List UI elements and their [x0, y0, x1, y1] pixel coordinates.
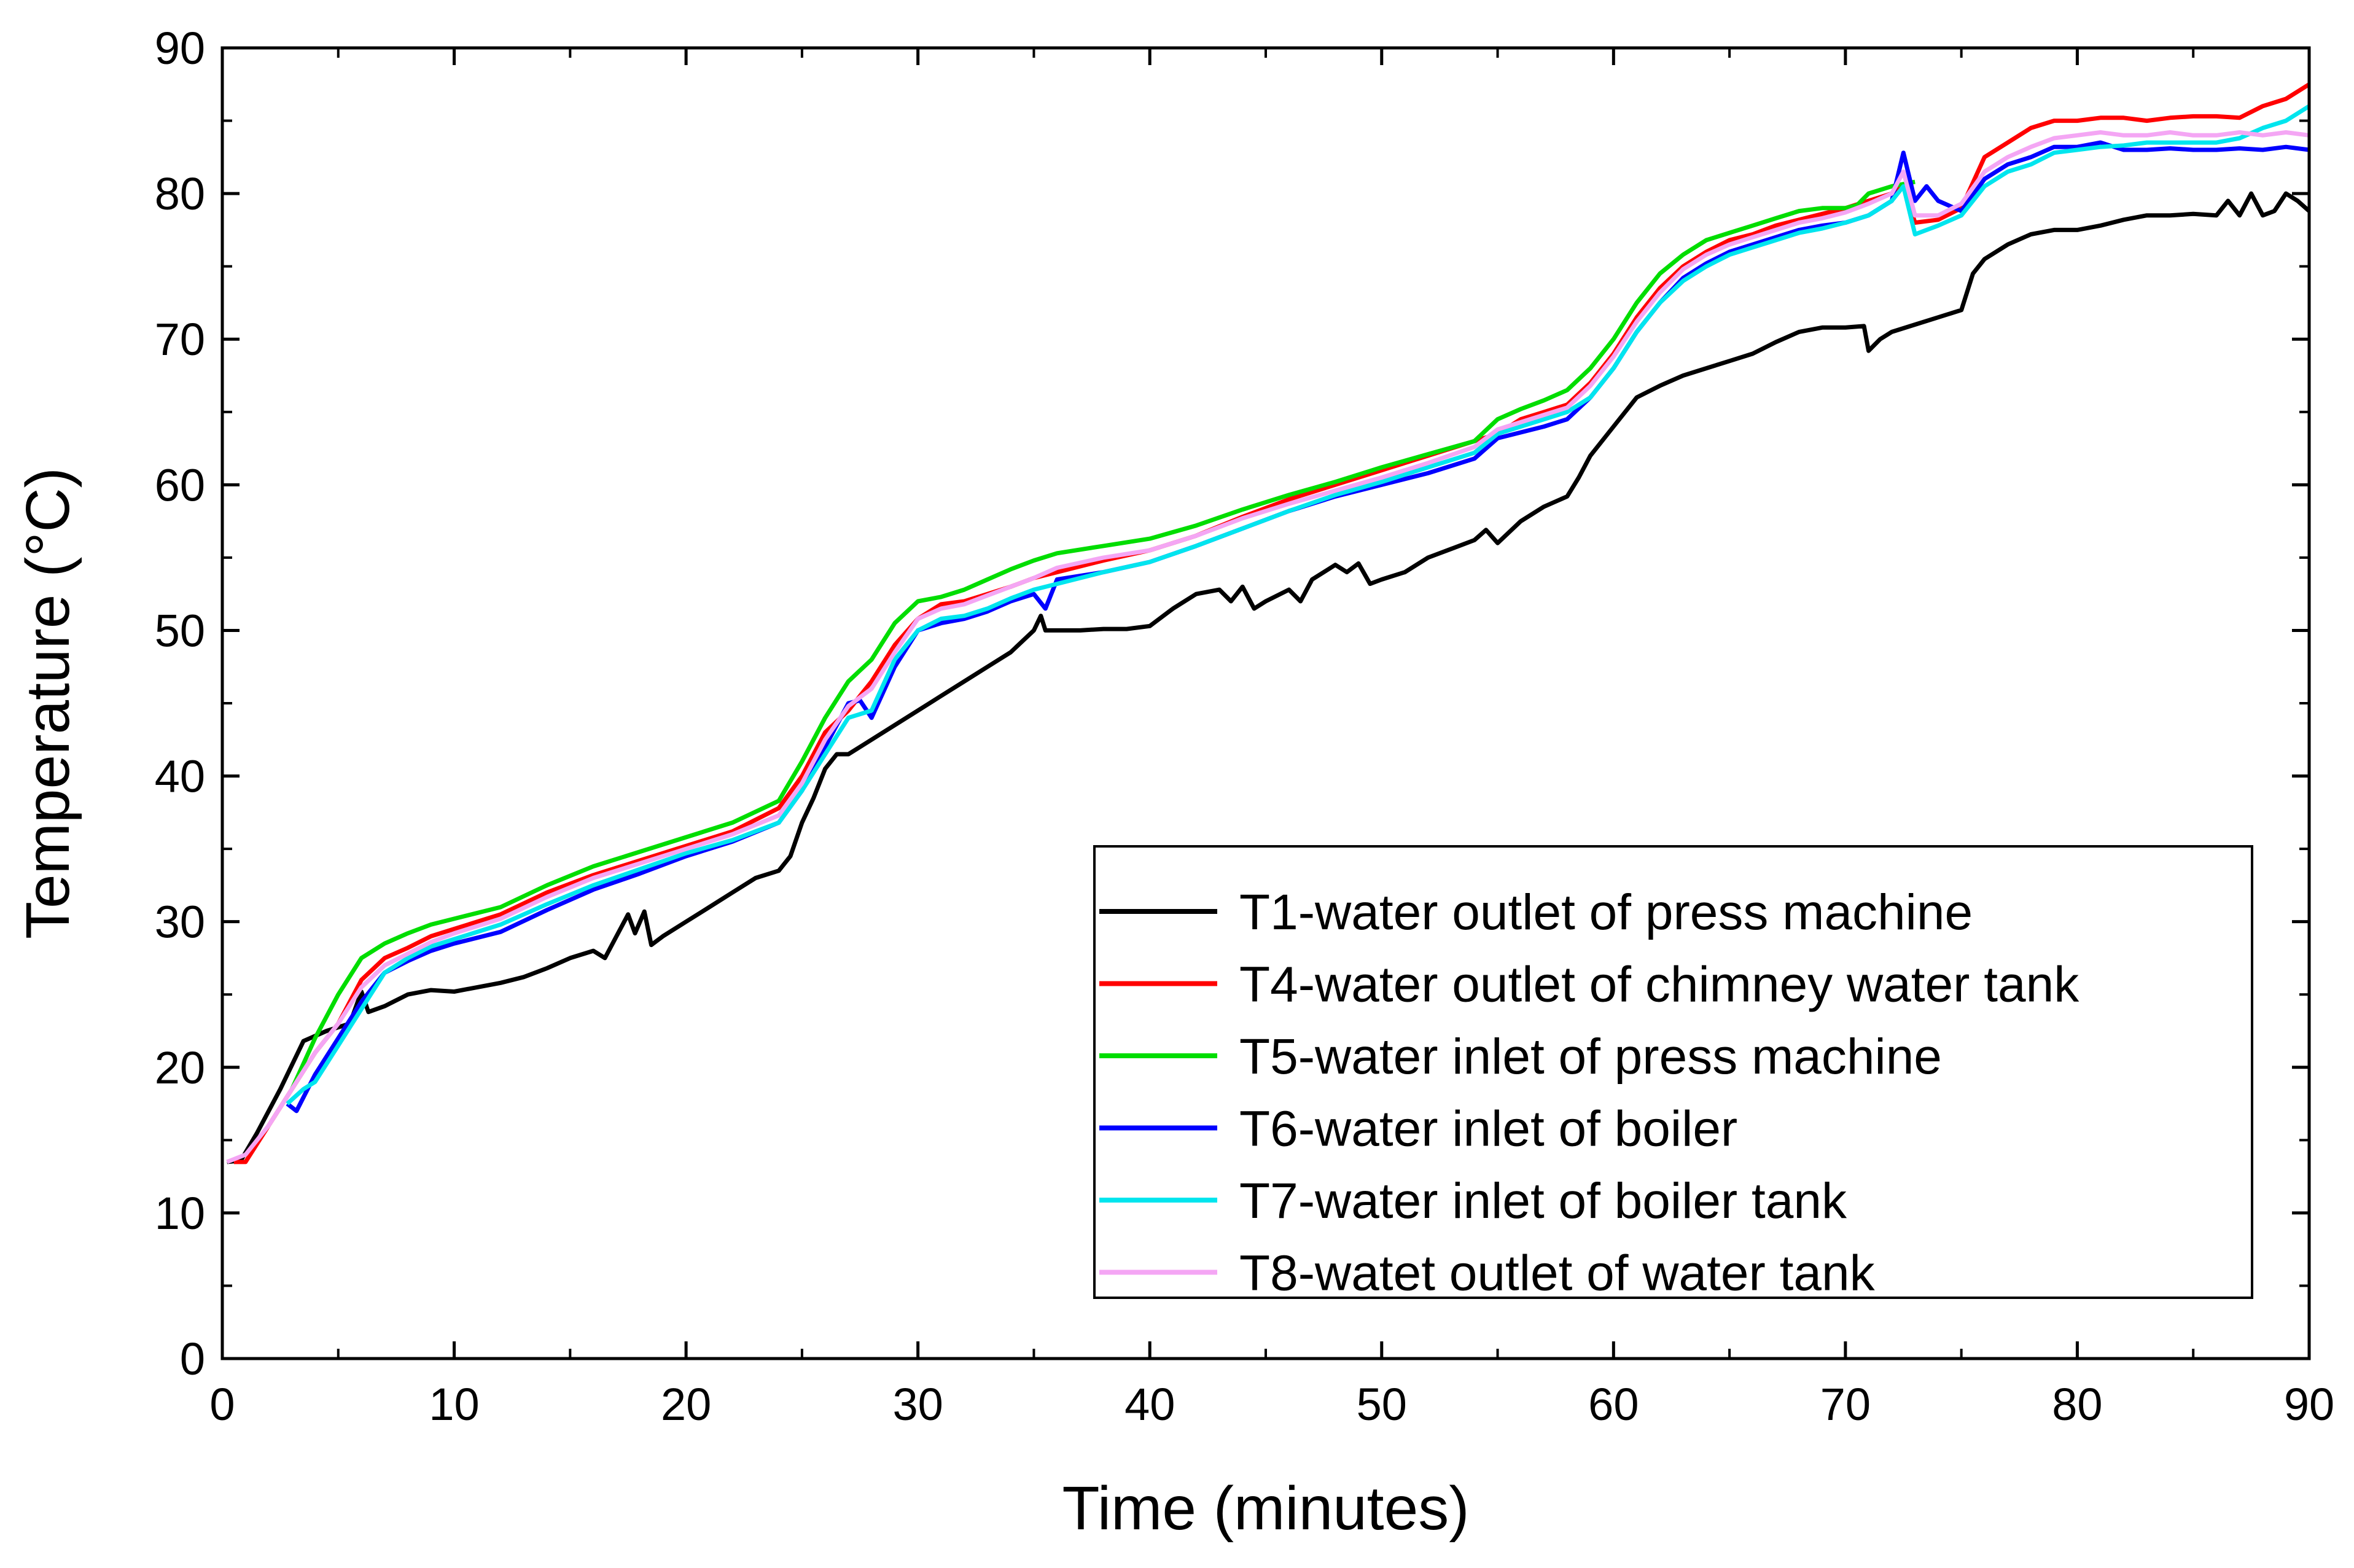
y-tick-label: 20: [155, 1042, 205, 1093]
legend-label: T1-water outlet of press machine: [1239, 884, 1973, 940]
x-tick-label: 30: [893, 1379, 943, 1430]
x-tick-label: 50: [1357, 1379, 1407, 1430]
x-tick-label: 60: [1588, 1379, 1639, 1430]
y-tick-label: 60: [155, 459, 205, 510]
y-axis-title: Temperature (°C): [14, 467, 82, 939]
y-tick-label: 40: [155, 751, 205, 802]
y-tick-label: 30: [155, 897, 205, 948]
legend-label: T4-water outlet of chimney water tank: [1239, 957, 2079, 1013]
y-tick-label: 70: [155, 314, 205, 365]
legend-box: [1093, 845, 2253, 1299]
x-tick-label: 20: [661, 1379, 711, 1430]
legend-label: T7-water inlet of boiler tank: [1239, 1173, 1847, 1229]
legend: T1-water outlet of press machine T4-water…: [1093, 845, 2253, 1301]
series-layer: [226, 82, 2311, 1164]
x-tick-label: 70: [1820, 1379, 1871, 1430]
y-tick-label: 90: [155, 23, 205, 74]
series-line-6: [226, 130, 2310, 1164]
series-line-1: [227, 191, 2311, 1164]
x-tick-label: 40: [1124, 1379, 1175, 1430]
x-tick-label: 10: [429, 1379, 479, 1430]
legend-label: T5-water inlet of press machine: [1239, 1029, 1942, 1085]
legend-label: T8-watet outlet of water tank: [1239, 1246, 1876, 1301]
x-tick-label: 90: [2284, 1379, 2334, 1430]
y-tick-label: 10: [155, 1188, 205, 1239]
axis-ticks: 0 10 20 30 40 50 60 70 80 90 0 10 20 30 40 50 60 70 80 90: [155, 23, 2334, 1430]
y-tick-label: 0: [180, 1333, 205, 1384]
series-line-5: [286, 104, 2310, 1106]
y-tick-label: 80: [155, 168, 205, 219]
legend-label: T6-water inlet of boiler: [1239, 1101, 1737, 1157]
series-line-4: [286, 140, 2310, 1114]
x-tick-label: 0: [209, 1379, 235, 1430]
series-line-3: [290, 179, 1916, 1090]
y-tick-label: 50: [155, 605, 205, 656]
x-tick-label: 80: [2052, 1379, 2102, 1430]
x-axis-title: Time (minutes): [1062, 1474, 1469, 1543]
